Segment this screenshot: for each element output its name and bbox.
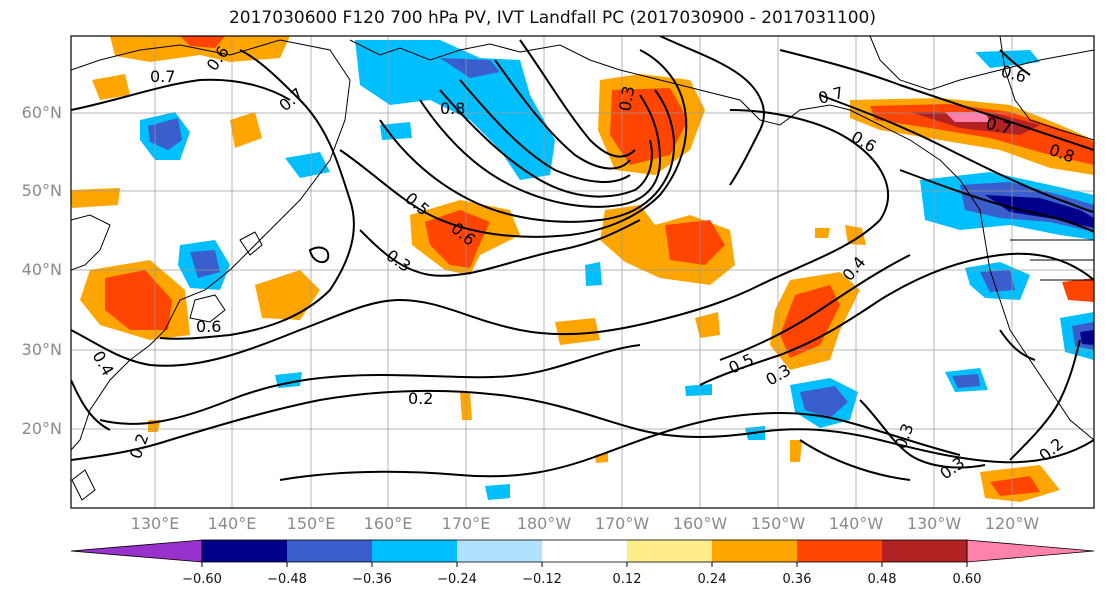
colorbar-segment <box>287 540 372 562</box>
lon-label: 120°W <box>984 514 1040 533</box>
lon-label: 140°W <box>828 514 884 533</box>
lon-label: 170°E <box>441 514 491 533</box>
lat-label: 40°N <box>21 260 62 279</box>
colorbar-segment <box>202 540 287 562</box>
colorbar-tick-label: 0.24 <box>697 572 727 587</box>
map-area: 0.7 0.6 0.7 0.8 0.5 0.6 0.3 0.3 0.6 0.4 … <box>71 36 1094 508</box>
colorbar-tick-label: −0.24 <box>437 572 477 587</box>
gridlines <box>71 36 1094 508</box>
colorbar-tick-label: −0.36 <box>352 572 392 587</box>
colorbar-tick-label: 0.48 <box>867 572 897 587</box>
contour-label: 0.7 <box>150 67 175 86</box>
lon-label: 130°E <box>130 514 180 533</box>
colorbar-segment <box>712 540 797 562</box>
colorbar-extend-low <box>70 539 203 563</box>
lon-label: 180°W <box>516 514 572 533</box>
map-frame <box>70 35 1095 509</box>
lon-label: 160°E <box>363 514 413 533</box>
colorbar-segment <box>627 540 712 562</box>
lon-label: 170°W <box>594 514 650 533</box>
colorbar-tick-label: 0.36 <box>782 572 812 587</box>
lat-label: 50°N <box>21 181 62 200</box>
lat-label: 60°N <box>21 103 62 122</box>
colorbar-segment <box>882 540 967 562</box>
lon-label: 160°W <box>672 514 728 533</box>
lon-label: 140°E <box>207 514 257 533</box>
lon-label: 150°W <box>750 514 806 533</box>
colorbar-segment <box>797 540 882 562</box>
contour-label: 0.6 <box>196 317 221 336</box>
lat-label: 20°N <box>21 419 62 438</box>
lon-label: 130°W <box>906 514 962 533</box>
map-title: 2017030600 F120 700 hPa PV, IVT Landfall… <box>228 8 876 28</box>
ivt-contours <box>71 36 1094 481</box>
colorbar-tick-label: −0.60 <box>182 572 222 587</box>
colorbar <box>70 539 1095 567</box>
lon-label: 150°E <box>286 514 336 533</box>
colorbar-segment <box>542 540 627 562</box>
contour-label: 0.8 <box>440 99 465 118</box>
colorbar-extend-high <box>966 539 1095 563</box>
colorbar-tick-label: −0.12 <box>522 572 562 587</box>
coastlines <box>71 36 1094 501</box>
colorbar-tick-label: 0.12 <box>612 572 642 587</box>
contour-label: 0.3 <box>615 84 638 112</box>
colorbar-tick-label: 0.60 <box>952 572 982 587</box>
lat-label: 30°N <box>21 340 62 359</box>
contour-label: 0.2 <box>408 389 433 408</box>
colorbar-segment <box>372 540 457 562</box>
colorbar-segment <box>457 540 542 562</box>
colorbar-tick-label: −0.48 <box>267 572 307 587</box>
